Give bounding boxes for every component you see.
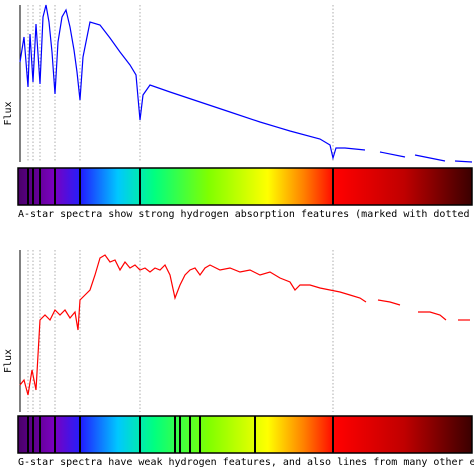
spectrum-bar bbox=[17, 415, 473, 454]
y-axis-label: Flux bbox=[3, 101, 14, 125]
spectrum-bar bbox=[17, 167, 473, 206]
spectrum-line bbox=[454, 160, 473, 163]
y-axis-label: Flux bbox=[3, 349, 14, 373]
spectrum-line bbox=[418, 311, 447, 321]
spectrum-line bbox=[19, 254, 367, 396]
spectrum-line bbox=[414, 154, 446, 162]
spectrum-line bbox=[377, 299, 401, 306]
spectrum-line bbox=[19, 4, 366, 161]
caption: A-star spectra show strong hydrogen abso… bbox=[18, 209, 474, 220]
caption: G-star spectra have weak hydrogen featur… bbox=[18, 457, 474, 468]
spectrum-line bbox=[379, 151, 406, 158]
